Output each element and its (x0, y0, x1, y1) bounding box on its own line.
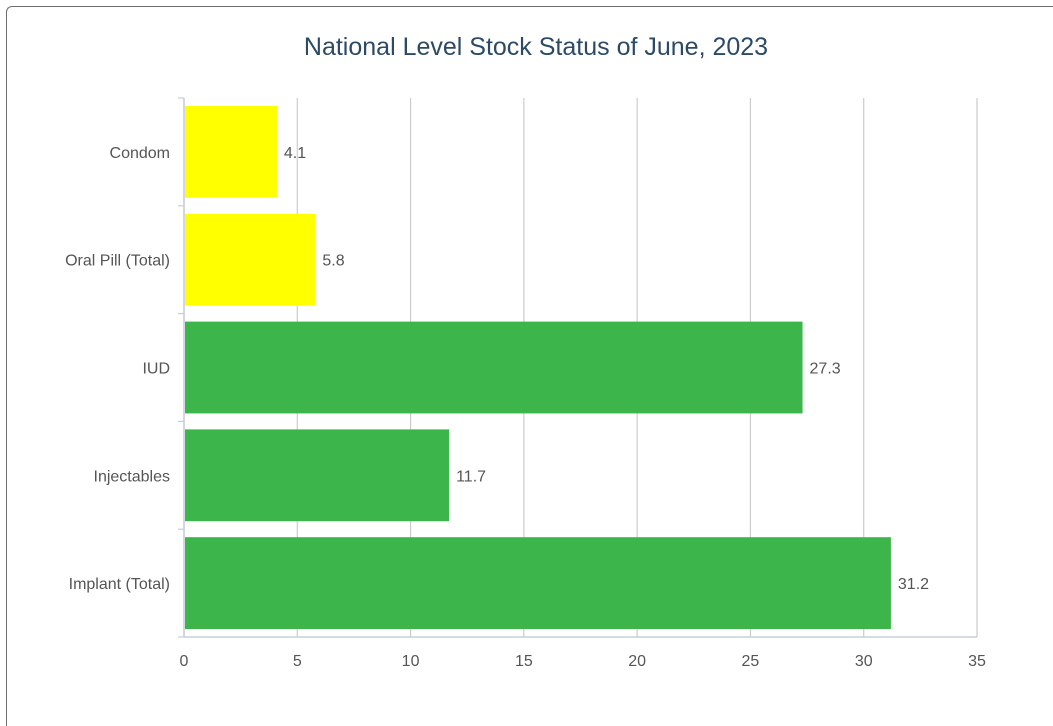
category-label: IUD (142, 361, 170, 378)
bars (185, 106, 891, 629)
x-tick-label: 20 (628, 653, 646, 670)
data-label: 5.8 (322, 253, 344, 270)
data-label: 11.7 (456, 468, 486, 485)
category-label: Oral Pill (Total) (65, 253, 170, 270)
x-tick-label: 10 (402, 653, 420, 670)
x-tick-label: 5 (293, 653, 302, 670)
bar (185, 537, 891, 629)
x-tick-label: 35 (968, 653, 986, 670)
bar (185, 429, 450, 522)
bar (185, 321, 803, 414)
category-label: Injectables (94, 468, 171, 485)
x-tick-label: 15 (515, 653, 533, 670)
category-label: Implant (Total) (69, 576, 170, 593)
x-tick-label: 0 (180, 653, 189, 670)
x-tick-label: 30 (855, 653, 873, 670)
bar (185, 106, 277, 198)
chart-title: National Level Stock Status of June, 202… (304, 33, 768, 61)
category-label: Condom (110, 145, 170, 162)
bar (185, 213, 316, 306)
x-tick-label: 25 (742, 653, 760, 670)
data-label: 31.2 (898, 576, 929, 593)
labels: 0 5 10 15 20 25 30 35 Condom 4.1 Oral Pill (Total)… (65, 145, 986, 670)
data-label: 4.1 (284, 145, 306, 162)
data-label: 27.3 (810, 361, 841, 378)
axes (178, 97, 977, 638)
